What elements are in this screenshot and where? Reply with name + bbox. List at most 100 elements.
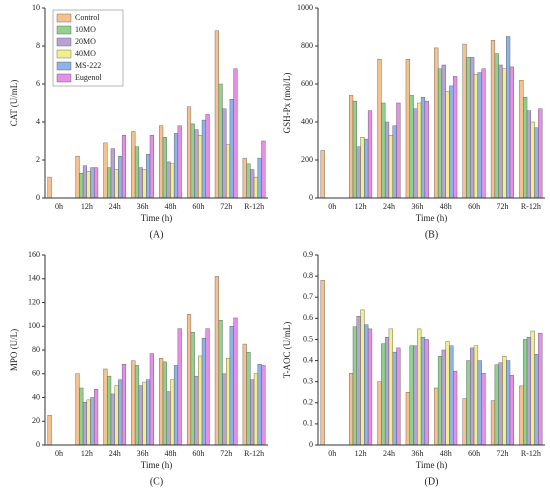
bar xyxy=(420,337,426,446)
bar xyxy=(360,136,365,199)
bar xyxy=(445,91,450,199)
bar xyxy=(75,373,80,446)
x-tick-label: 60h xyxy=(192,449,204,458)
bar xyxy=(349,95,354,199)
bar xyxy=(364,324,369,446)
bar xyxy=(103,368,108,446)
bar xyxy=(261,365,266,446)
y-tick-label: 160 xyxy=(28,250,40,259)
bar xyxy=(449,85,454,199)
bar xyxy=(462,43,467,199)
bar xyxy=(534,354,539,446)
bar xyxy=(530,330,535,446)
legend-label: 40MO xyxy=(75,49,96,58)
legend-label: Control xyxy=(75,13,100,22)
bar xyxy=(509,375,514,446)
bar xyxy=(377,381,382,446)
bar xyxy=(257,157,262,199)
x-tick-label: 0h xyxy=(55,202,63,211)
bar xyxy=(381,102,386,199)
bar xyxy=(534,127,539,199)
legend-swatch xyxy=(56,49,72,59)
y-axis-label: T-AOC (U/mL) xyxy=(282,322,292,378)
bar xyxy=(437,68,443,199)
bar xyxy=(253,176,258,199)
x-tick-label: 12h xyxy=(81,449,93,458)
bar xyxy=(494,53,499,199)
bar xyxy=(360,309,365,446)
bar xyxy=(82,402,88,446)
legend-swatch xyxy=(56,73,72,83)
bar xyxy=(356,146,361,199)
x-tick-label: R-12h xyxy=(244,449,264,458)
bar xyxy=(356,316,361,446)
bar xyxy=(481,373,486,446)
bar xyxy=(138,167,143,199)
bar xyxy=(434,47,439,199)
bar xyxy=(470,57,475,199)
x-tick-label: 72h xyxy=(496,202,508,211)
bar xyxy=(134,146,140,199)
bar xyxy=(526,337,532,446)
bar xyxy=(246,163,251,199)
bar xyxy=(523,97,528,199)
bar xyxy=(519,79,524,199)
bar xyxy=(94,167,99,199)
y-tick-label: 0.7 xyxy=(303,292,313,301)
y-tick-label: 0.9 xyxy=(303,250,313,259)
bar xyxy=(86,171,91,199)
bar xyxy=(538,332,543,446)
x-axis-label: Time (h) xyxy=(141,460,172,470)
bar xyxy=(142,169,147,199)
bar xyxy=(424,339,429,446)
bar xyxy=(107,167,112,199)
bar xyxy=(229,98,234,199)
x-axis-label: Time (h) xyxy=(416,460,447,470)
x-tick-label: 72h xyxy=(220,449,232,458)
bar xyxy=(222,108,227,199)
bar xyxy=(159,358,164,446)
bar xyxy=(449,345,454,446)
bar xyxy=(162,136,167,199)
y-tick-label: 20 xyxy=(32,416,40,425)
bar xyxy=(186,106,192,199)
bar xyxy=(523,339,528,446)
y-tick-label: 0.4 xyxy=(303,355,313,364)
y-tick-label: 1000 xyxy=(297,3,313,12)
bar xyxy=(490,400,496,446)
bar xyxy=(190,331,195,446)
bar xyxy=(498,362,503,446)
bar xyxy=(205,114,210,199)
bar xyxy=(47,176,52,199)
y-tick-label: 200 xyxy=(301,155,313,164)
bar xyxy=(110,393,115,446)
bar xyxy=(384,337,390,446)
bar xyxy=(477,360,482,446)
bar xyxy=(453,76,458,199)
bar xyxy=(445,341,450,446)
bar xyxy=(490,40,496,199)
bar xyxy=(320,150,325,199)
bar xyxy=(413,108,418,199)
bar xyxy=(177,125,182,199)
x-tick-label: 72h xyxy=(496,449,508,458)
bar xyxy=(434,387,439,446)
bar xyxy=(526,110,532,199)
panel-label: (C) xyxy=(150,476,163,487)
bar xyxy=(173,365,179,446)
bar xyxy=(320,280,325,446)
bar xyxy=(250,169,255,199)
bar xyxy=(538,108,543,199)
bar xyxy=(214,30,219,199)
x-tick-label: 12h xyxy=(355,449,367,458)
bar xyxy=(138,385,143,446)
bar xyxy=(114,169,119,199)
bar xyxy=(166,161,171,199)
legend-label: MS-222 xyxy=(75,61,101,70)
x-tick-label: 36h xyxy=(411,449,423,458)
bar xyxy=(352,100,357,199)
y-tick-label: 6 xyxy=(36,79,40,88)
bar xyxy=(103,142,108,199)
bar xyxy=(90,397,95,446)
